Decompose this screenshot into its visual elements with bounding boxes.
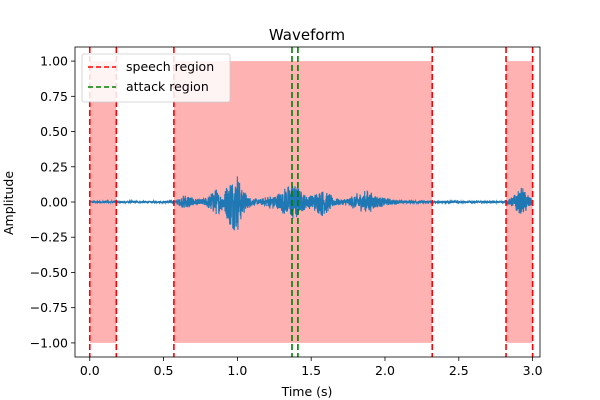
y-tick-label: 0.50 <box>40 124 68 139</box>
y-tick-label: −0.25 <box>30 230 68 245</box>
y-axis-ticks: −1.00 −0.75 −0.50 −0.25 0.00 0.25 0.50 0.75 1.00 <box>30 54 75 350</box>
x-tick-label: 1.0 <box>227 363 247 378</box>
x-axis-ticks: 0.0 0.5 1.0 1.5 2.0 2.5 3.0 <box>80 357 543 378</box>
legend-box <box>81 53 231 103</box>
y-tick-label: 0.75 <box>40 89 68 104</box>
x-tick-label: 2.5 <box>449 363 469 378</box>
x-tick-label: 0.5 <box>154 363 174 378</box>
x-axis-title: Time (s) <box>281 384 333 399</box>
waveform-series <box>89 176 533 231</box>
y-axis-title: Amplitude <box>1 171 16 235</box>
legend-speech-label: speech region <box>126 59 214 74</box>
y-tick-label: −1.00 <box>30 335 68 350</box>
y-tick-label: 0.25 <box>40 159 68 174</box>
legend: speech region attack region <box>81 53 231 103</box>
y-tick-label: −0.50 <box>30 265 68 280</box>
x-tick-label: 1.5 <box>301 363 321 378</box>
x-tick-label: 3.0 <box>523 363 543 378</box>
y-tick-label: 1.00 <box>40 54 68 69</box>
region-boundary-lines <box>88 47 534 357</box>
plot-frame <box>74 46 541 358</box>
x-tick-label: 2.0 <box>375 363 395 378</box>
x-tick-label: 0.0 <box>80 363 100 378</box>
chart-title: Waveform <box>269 26 345 44</box>
legend-attack-label: attack region <box>126 79 209 94</box>
y-tick-label: 0.00 <box>40 195 68 210</box>
waveform-line <box>89 176 533 231</box>
y-tick-label: −0.75 <box>30 300 68 315</box>
